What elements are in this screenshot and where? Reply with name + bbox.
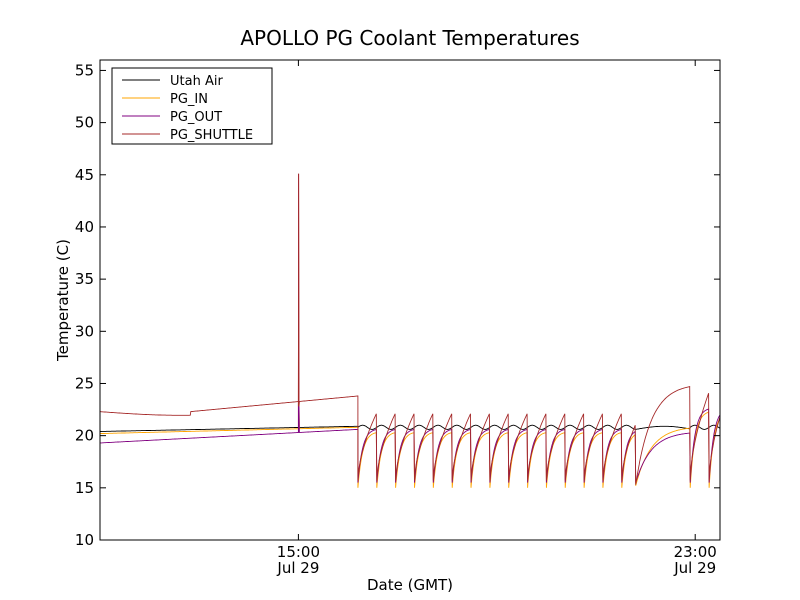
x-tick-label-date: Jul 29 [276,559,319,577]
y-tick-label: 20 [75,427,94,445]
plot-frame [99,59,721,541]
y-tick-label: 25 [75,374,94,392]
y-tick-label: 30 [75,322,94,340]
legend-label: PG_OUT [170,110,222,125]
y-tick-label: 45 [75,166,94,184]
chart-title: APOLLO PG Coolant Temperatures [240,26,579,50]
y-tick-label: 55 [75,61,94,79]
y-axis-label: Temperature (C) [54,239,72,362]
y-axis: 10 15 20 25 30 35 40 45 50 55 [75,61,720,549]
series-line-pg-shuttle [100,173,720,485]
legend-label: PG_IN [170,92,208,107]
x-tick-label-date: Jul 29 [673,559,716,577]
y-tick-label: 10 [75,531,94,549]
x-tick-label-time: 23:00 [674,543,717,561]
legend: Utah Air PG_IN PG_OUT PG_SHUTTLE [111,67,273,145]
x-tick-label-time: 15:00 [277,543,320,561]
series-line-utah-air [100,424,720,432]
plot-area [100,173,720,488]
x-axis-label: Date (GMT) [367,576,453,594]
y-tick-label: 35 [75,270,94,288]
y-tick-label: 15 [75,479,94,497]
legend-label: PG_SHUTTLE [170,128,253,143]
series-layer [100,173,720,488]
series-line-pg-out [100,173,720,483]
legend-label: Utah Air [170,74,223,89]
y-tick-label: 40 [75,218,94,236]
y-tick-label: 50 [75,114,94,132]
legend-box [111,67,273,145]
